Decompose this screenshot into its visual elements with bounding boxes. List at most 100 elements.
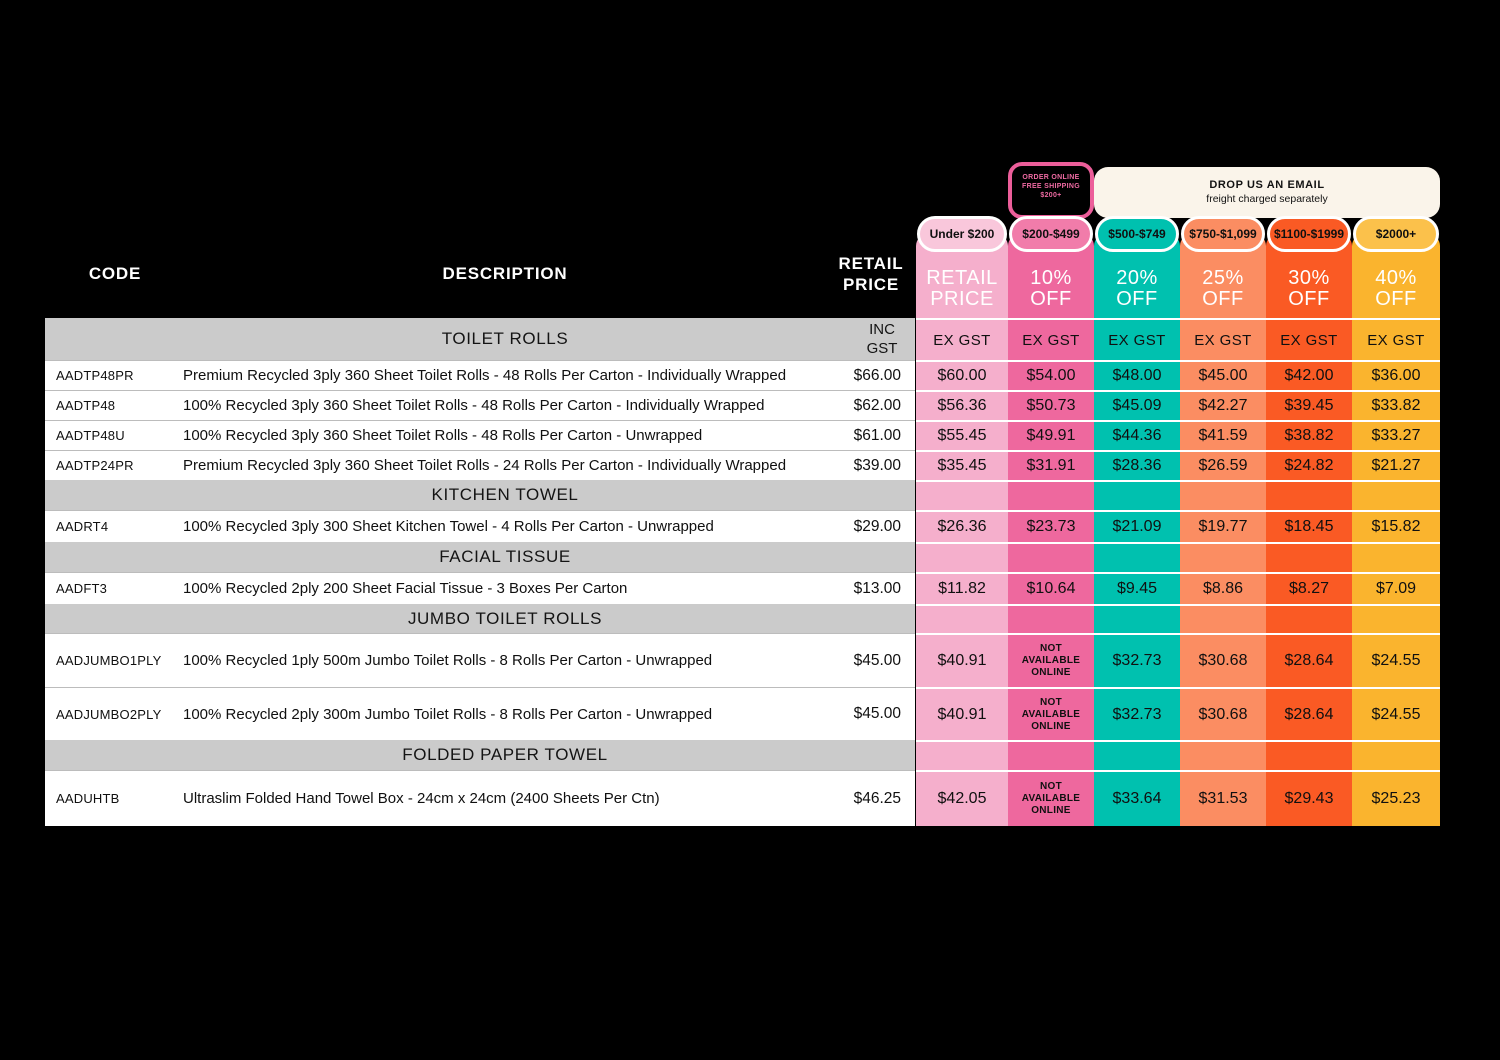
tier-price-value: $45.00 bbox=[1180, 360, 1266, 390]
section-spacer-cell bbox=[1008, 604, 1094, 633]
section-spacer-cell bbox=[1094, 740, 1180, 770]
product-code: AADJUMBO2PLY bbox=[56, 706, 162, 722]
tier-price-value: $28.36 bbox=[1094, 450, 1180, 480]
section-spacer-cell bbox=[1352, 604, 1440, 633]
retail-price-value: $13.00 bbox=[853, 579, 901, 597]
product-description: 100% Recycled 2ply 200 Sheet Facial Tiss… bbox=[183, 580, 628, 597]
tier-price-value: $26.59 bbox=[1180, 450, 1266, 480]
product-code: AADRT4 bbox=[56, 519, 109, 534]
tier-price-value: $41.59 bbox=[1180, 420, 1266, 450]
retail-price-value: $66.00 bbox=[853, 366, 901, 384]
tier-range-pill: $200-$499 bbox=[1009, 216, 1093, 252]
description-column-header: DESCRIPTION bbox=[442, 264, 568, 283]
ex-gst-label: EX GST bbox=[1352, 318, 1440, 360]
tier-price-value: $24.55 bbox=[1352, 633, 1440, 687]
product-code: AADTP48 bbox=[56, 398, 116, 413]
retail-price-value: $45.00 bbox=[853, 651, 901, 669]
online-promo-line-1: ORDER ONLINE bbox=[1022, 174, 1080, 181]
tier-price-value: $30.68 bbox=[1180, 633, 1266, 687]
tier-price-value: $36.00 bbox=[1352, 360, 1440, 390]
price-column-6: $2000+ 40% OFF EX GST $36.00 $33.82 $33.27 $21… bbox=[1352, 216, 1440, 826]
tier-price-value: $28.64 bbox=[1266, 633, 1352, 687]
section-spacer-cell bbox=[916, 480, 1008, 510]
price-column-3: $500-$749 20% OFF EX GST $48.00 $45.09 $44.36… bbox=[1094, 216, 1180, 826]
section-row: TOILET ROLLS INC GST bbox=[45, 318, 915, 360]
section-spacer-cell bbox=[1180, 740, 1266, 770]
tier-price-value: $11.82 bbox=[916, 572, 1008, 604]
tier-price-value: $54.00 bbox=[1008, 360, 1094, 390]
tier-price-value: $49.91 bbox=[1008, 420, 1094, 450]
tier-range-pill: $1100-$1999 bbox=[1267, 216, 1351, 252]
product-code: AADTP48U bbox=[56, 428, 125, 443]
tier-discount-label: 25% OFF bbox=[1202, 267, 1244, 310]
ex-gst-label: EX GST bbox=[1180, 318, 1266, 360]
price-column-4: $750-$1,099 25% OFF EX GST $45.00 $42.27 $41.… bbox=[1180, 216, 1266, 826]
tier-price-value: $23.73 bbox=[1008, 510, 1094, 542]
tier-price-value: $38.82 bbox=[1266, 420, 1352, 450]
tier-price-value: $31.91 bbox=[1008, 450, 1094, 480]
tier-price-value: $24.55 bbox=[1352, 687, 1440, 740]
product-table: TOILET ROLLS INC GST AADTP48PR Premium Recy… bbox=[45, 318, 915, 826]
section-row: FOLDED PAPER TOWEL bbox=[45, 740, 915, 770]
section-title: JUMBO TOILET ROLLS bbox=[407, 608, 603, 628]
tier-price-value: $39.45 bbox=[1266, 390, 1352, 420]
product-code: AADFT3 bbox=[56, 581, 108, 596]
tier-price-value: $21.09 bbox=[1094, 510, 1180, 542]
section-spacer-cell bbox=[1266, 604, 1352, 633]
tier-columns: Under $200 RETAIL PRICE EX GST $60.00 $56.36… bbox=[916, 216, 1440, 826]
tier-price-value: $33.27 bbox=[1352, 420, 1440, 450]
table-row: AADTP24PR Premium Recycled 3ply 360 Sheet… bbox=[45, 450, 915, 480]
tier-price-value: $10.64 bbox=[1008, 572, 1094, 604]
not-available-online-cell: NOT AVAILABLE ONLINE bbox=[1008, 687, 1094, 740]
not-available-online-cell: NOT AVAILABLE ONLINE bbox=[1008, 770, 1094, 826]
table-row: AADJUMBO1PLY 100% Recycled 1ply 500m Jumb… bbox=[45, 633, 915, 687]
section-spacer-cell bbox=[1094, 604, 1180, 633]
product-code: AADJUMBO1PLY bbox=[56, 653, 162, 668]
ex-gst-label: EX GST bbox=[1266, 318, 1352, 360]
inc-gst-label: INC GST bbox=[866, 321, 898, 357]
tier-price-value: $55.45 bbox=[916, 420, 1008, 450]
retail-price-value: $62.00 bbox=[853, 396, 901, 414]
section-title: FACIAL TISSUE bbox=[439, 547, 571, 566]
price-column-2: $200-$499 10% OFF EX GST $54.00 $50.73 $49.91… bbox=[1008, 216, 1094, 826]
email-promo-box: DROP US AN EMAIL freight charged separat… bbox=[1094, 167, 1440, 218]
tier-price-value: $45.09 bbox=[1094, 390, 1180, 420]
tier-price-value: $29.43 bbox=[1266, 770, 1352, 826]
section-spacer-cell bbox=[1266, 480, 1352, 510]
tier-price-value: $40.91 bbox=[916, 687, 1008, 740]
section-spacer-cell bbox=[1008, 740, 1094, 770]
product-description: 100% Recycled 3ply 300 Sheet Kitchen Tow… bbox=[183, 518, 714, 535]
product-description: 100% Recycled 1ply 500m Jumbo Toilet Rol… bbox=[183, 652, 713, 669]
tier-price-value: $44.36 bbox=[1094, 420, 1180, 450]
product-code: AADUHTB bbox=[56, 791, 120, 806]
tier-price-value: $31.53 bbox=[1180, 770, 1266, 826]
tier-price-value: $40.91 bbox=[916, 633, 1008, 687]
section-title: FOLDED PAPER TOWEL bbox=[402, 745, 608, 764]
section-spacer-cell bbox=[1266, 542, 1352, 572]
tier-price-value: $50.73 bbox=[1008, 390, 1094, 420]
table-row: AADRT4 100% Recycled 3ply 300 Sheet Kitch… bbox=[45, 510, 915, 542]
retail-price-value: $29.00 bbox=[853, 517, 901, 535]
ex-gst-label: EX GST bbox=[1094, 318, 1180, 360]
tier-price-value: $9.45 bbox=[1094, 572, 1180, 604]
ex-gst-label: EX GST bbox=[916, 318, 1008, 360]
section-row: FACIAL TISSUE bbox=[45, 542, 915, 572]
section-spacer-cell bbox=[1352, 480, 1440, 510]
tier-discount-label: RETAIL PRICE bbox=[926, 267, 998, 310]
section-spacer-cell bbox=[1094, 542, 1180, 572]
tier-price-value: $32.73 bbox=[1094, 633, 1180, 687]
tier-price-value: $33.64 bbox=[1094, 770, 1180, 826]
tier-price-value: $30.68 bbox=[1180, 687, 1266, 740]
section-spacer-cell bbox=[1094, 480, 1180, 510]
tier-discount-label: 20% OFF bbox=[1116, 267, 1158, 310]
tier-price-value: $35.45 bbox=[916, 450, 1008, 480]
not-available-text: NOT AVAILABLE ONLINE bbox=[1021, 781, 1081, 816]
not-available-online-cell: NOT AVAILABLE ONLINE bbox=[1008, 633, 1094, 687]
section-spacer-cell bbox=[916, 740, 1008, 770]
section-spacer-cell bbox=[916, 542, 1008, 572]
section-spacer-cell bbox=[1180, 604, 1266, 633]
not-available-text: NOT AVAILABLE ONLINE bbox=[1021, 643, 1081, 678]
tier-price-value: $8.86 bbox=[1180, 572, 1266, 604]
section-spacer-cell bbox=[916, 604, 1008, 633]
